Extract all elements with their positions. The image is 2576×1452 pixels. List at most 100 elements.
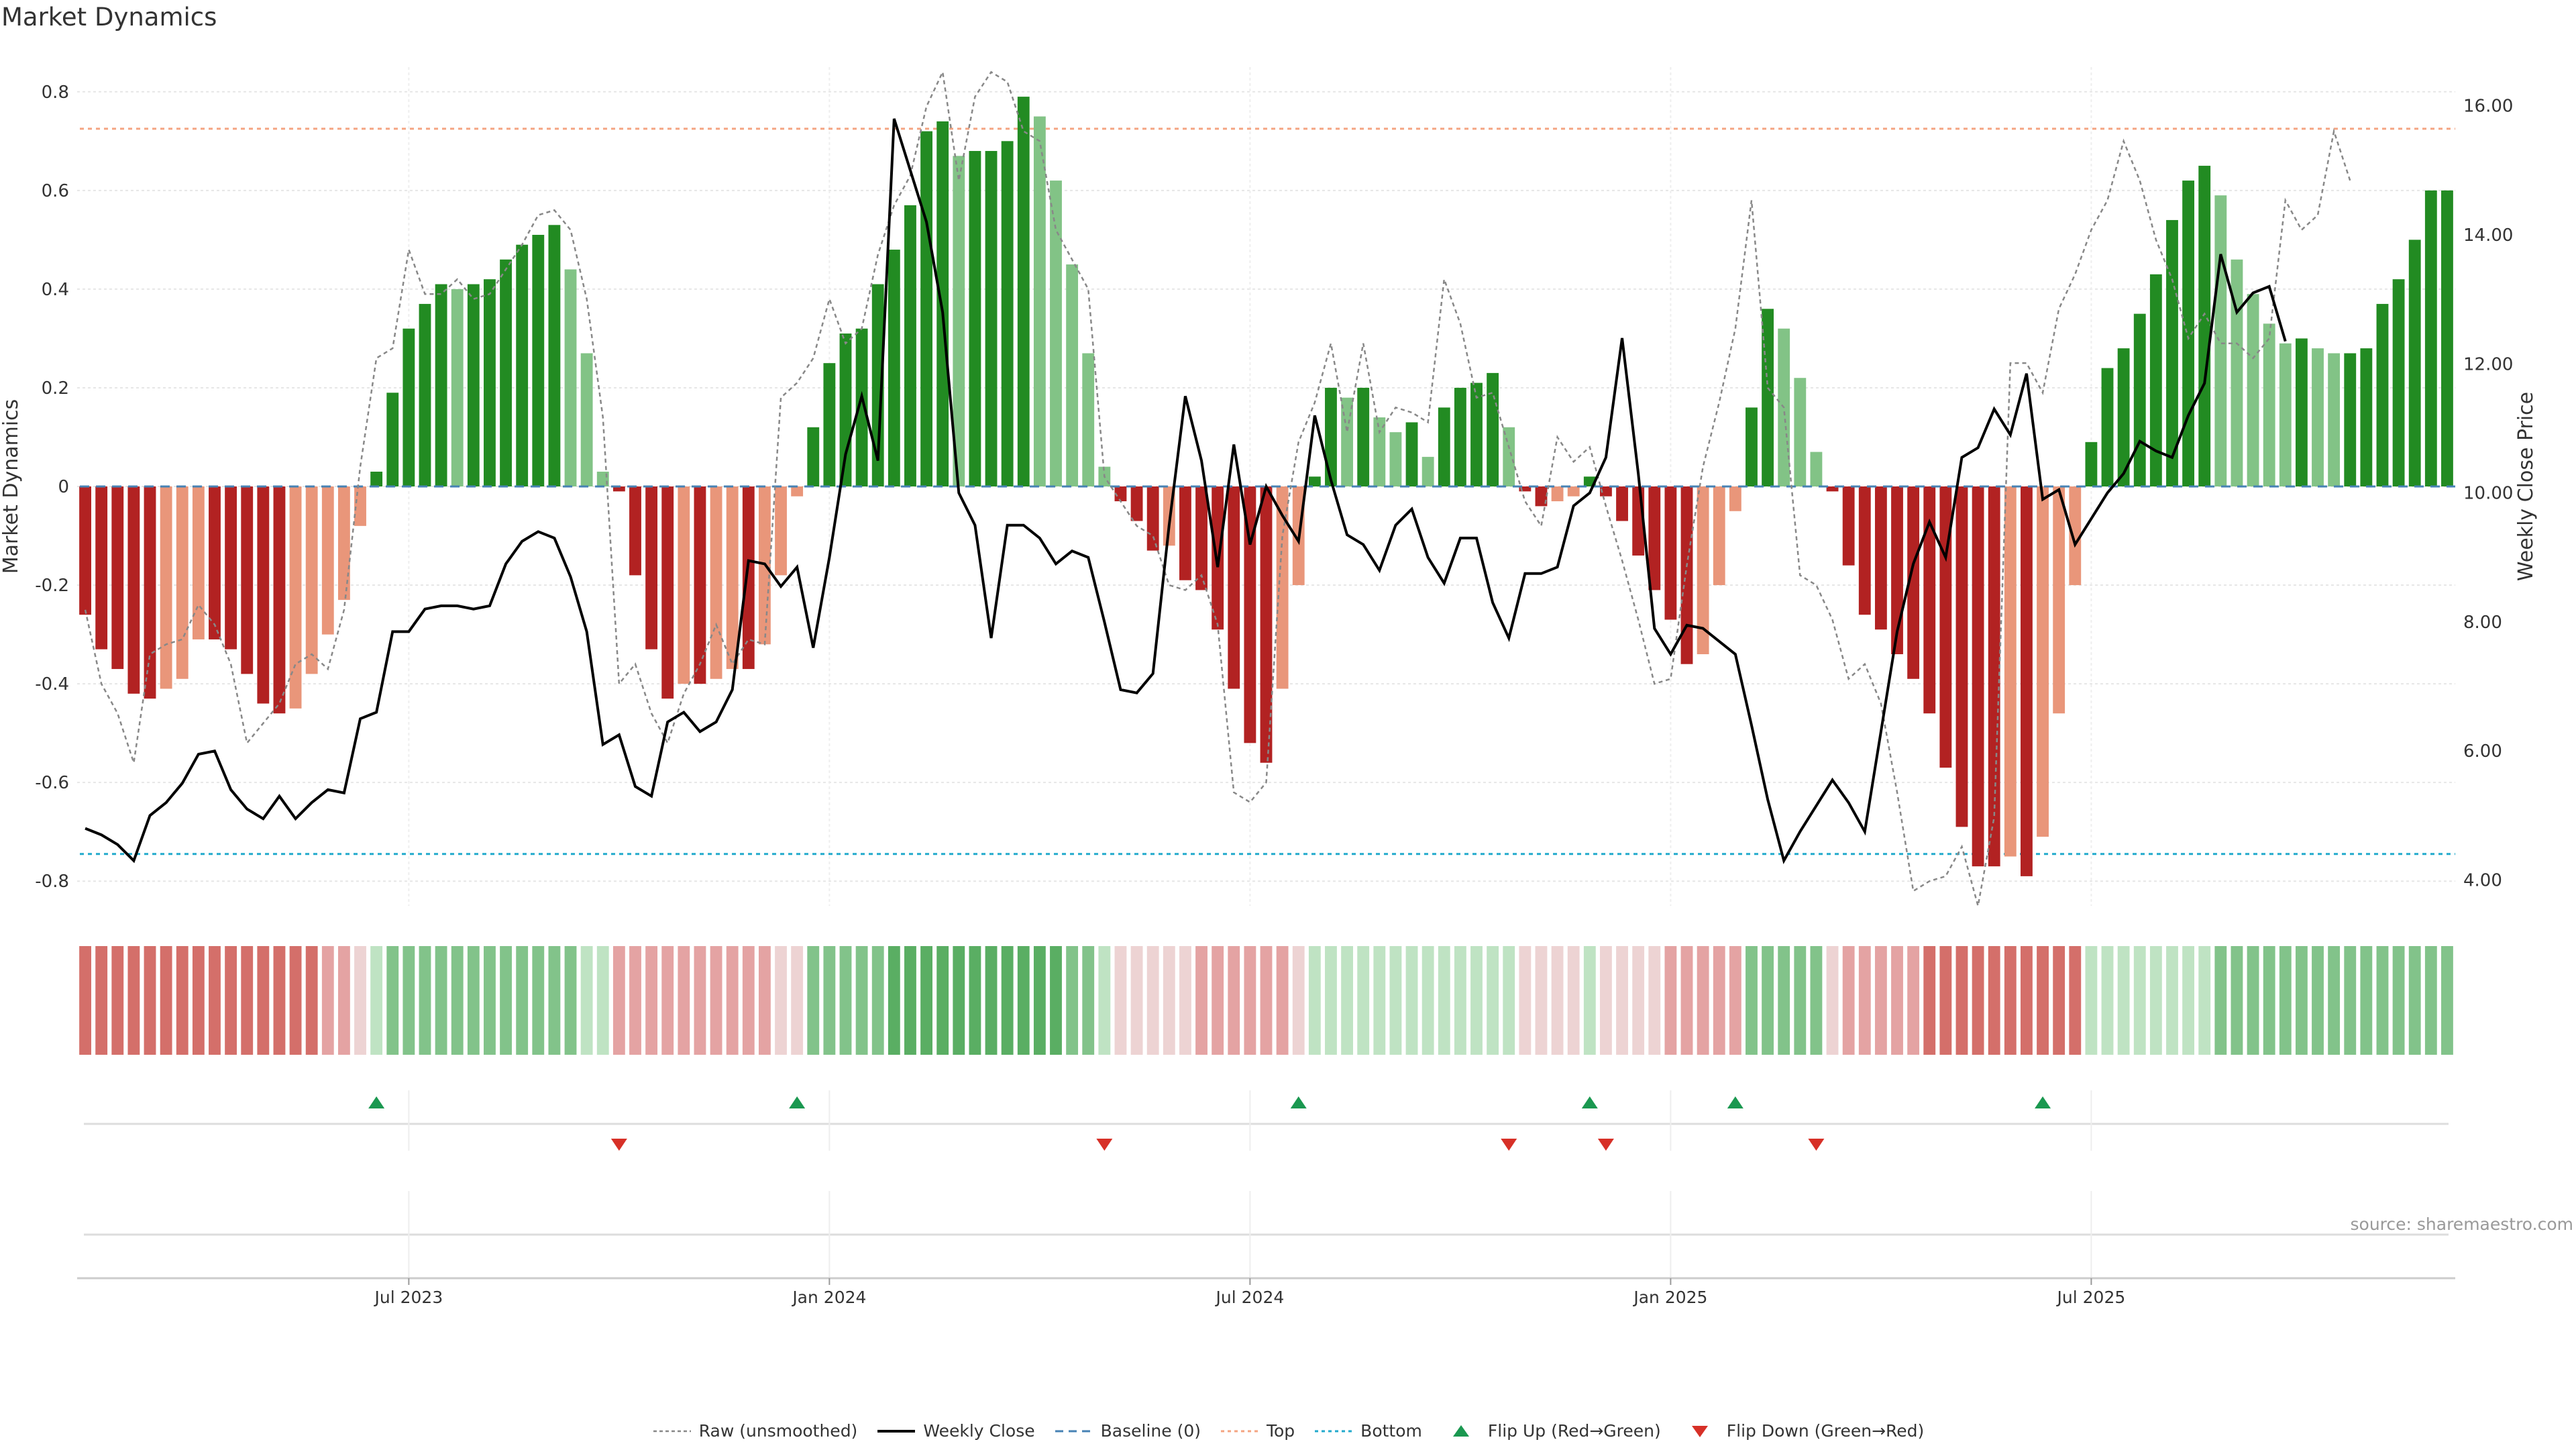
- momentum-bar: [1600, 486, 1612, 497]
- momentum-bar: [580, 353, 593, 486]
- momentum-bar: [1389, 432, 1402, 486]
- momentum-bar: [532, 235, 545, 486]
- momentum-bar: [2053, 486, 2065, 714]
- y-tick-label: 0.2: [42, 378, 69, 399]
- y2-tick-label: 4.00: [2463, 871, 2502, 891]
- momentum-bar: [1729, 486, 1741, 511]
- heat-cell: [160, 946, 172, 1055]
- heat-cell: [1146, 946, 1159, 1055]
- heat-cell: [1098, 946, 1111, 1055]
- momentum-bar: [1228, 486, 1240, 689]
- heat-cell: [823, 946, 836, 1055]
- heat-cell: [920, 946, 932, 1055]
- momentum-bar: [1794, 378, 1807, 486]
- heat-cell: [1762, 946, 1774, 1055]
- heat-cell: [467, 946, 480, 1055]
- flip-up-marker: [1581, 1096, 1598, 1108]
- legend-item-close: Weekly Close: [876, 1421, 1035, 1441]
- heat-cell: [2312, 946, 2324, 1055]
- heat-cell: [451, 946, 464, 1055]
- legend-item-flipdown: Flip Down (Green→Red): [1680, 1421, 1924, 1441]
- momentum-bar: [419, 303, 431, 486]
- heat-cell: [1519, 946, 1532, 1055]
- heat-cell: [1600, 946, 1612, 1055]
- momentum-bar: [1357, 387, 1370, 486]
- momentum-bar: [2231, 259, 2243, 486]
- momentum-bar: [2376, 303, 2389, 486]
- heat-cell: [1066, 946, 1079, 1055]
- heat-cell: [936, 946, 949, 1055]
- heat-cell: [1988, 946, 2000, 1055]
- heat-cell: [402, 946, 415, 1055]
- heat-cell: [2344, 946, 2357, 1055]
- heat-cell: [1858, 946, 1871, 1055]
- heat-cell: [645, 946, 658, 1055]
- momentum-bar: [176, 486, 189, 679]
- momentum-bar: [710, 486, 722, 679]
- heat-cell: [1907, 946, 1920, 1055]
- momentum-bar: [2085, 442, 2098, 486]
- heat-cell: [2263, 946, 2275, 1055]
- momentum-bar: [1680, 486, 1693, 664]
- heat-cell: [580, 946, 593, 1055]
- heat-cell: [2069, 946, 2082, 1055]
- heat-cell: [2101, 946, 2114, 1055]
- momentum-bar: [257, 486, 270, 704]
- momentum-bar: [1487, 372, 1499, 486]
- heat-cell: [1583, 946, 1596, 1055]
- legend-symbol: [877, 1429, 916, 1433]
- x-tick-label: Jul 2024: [1215, 1288, 1285, 1307]
- heat-cell: [1212, 946, 1224, 1055]
- heat-cell: [1503, 946, 1515, 1055]
- heat-cell: [2295, 946, 2308, 1055]
- heat-cell: [1325, 946, 1337, 1055]
- momentum-bar: [888, 250, 900, 486]
- heat-cell: [1130, 946, 1143, 1055]
- momentum-bar: [2408, 240, 2421, 486]
- heat-cell: [2408, 946, 2421, 1055]
- heat-cell: [1746, 946, 1758, 1055]
- legend-label: Raw (unsmoothed): [698, 1421, 858, 1441]
- momentum-bar: [1244, 486, 1256, 743]
- momentum-bar: [2101, 368, 2114, 486]
- heat-cell: [1535, 946, 1548, 1055]
- chart-title: Market Dynamics: [1, 3, 217, 32]
- heat-cell: [1632, 946, 1645, 1055]
- x-tick-label: Jul 2025: [2056, 1288, 2126, 1307]
- flip-up-marker: [368, 1096, 385, 1108]
- heat-cell: [1842, 946, 1855, 1055]
- momentum-bar: [1891, 486, 1903, 654]
- momentum-bar: [742, 486, 755, 670]
- momentum-bar: [2312, 348, 2324, 486]
- heat-cell: [1826, 946, 1839, 1055]
- heat-cell: [612, 946, 625, 1055]
- y-tick-label: -0.4: [35, 674, 69, 694]
- heat-cell: [1389, 946, 1402, 1055]
- momentum-bar: [1616, 486, 1628, 521]
- heat-cell: [678, 946, 690, 1055]
- heat-cell: [1050, 946, 1062, 1055]
- momentum-bar: [661, 486, 674, 699]
- heat-cell: [1680, 946, 1693, 1055]
- heat-cell: [1292, 946, 1305, 1055]
- momentum-bar: [2198, 166, 2211, 486]
- x-tick-label: Jul 2023: [374, 1288, 443, 1307]
- heat-cell: [484, 946, 496, 1055]
- momentum-bar: [871, 284, 884, 486]
- momentum-bar: [273, 486, 286, 714]
- momentum-bar: [500, 259, 512, 486]
- heat-cell: [127, 946, 140, 1055]
- flip-down-marker: [1808, 1139, 1825, 1151]
- momentum-bar: [1842, 486, 1855, 566]
- heat-cell: [1955, 946, 1968, 1055]
- momentum-bar: [1438, 407, 1450, 486]
- chart-legend: Raw (unsmoothed) Weekly Close Baseline (0)…: [0, 1421, 2576, 1441]
- momentum-bar: [1567, 486, 1580, 497]
- heat-cell: [2392, 946, 2405, 1055]
- momentum-bar: [920, 131, 932, 486]
- y-tick-label: -0.8: [35, 872, 69, 892]
- heat-cell: [1228, 946, 1240, 1055]
- heat-cell: [1179, 946, 1191, 1055]
- momentum-bar: [2295, 338, 2308, 486]
